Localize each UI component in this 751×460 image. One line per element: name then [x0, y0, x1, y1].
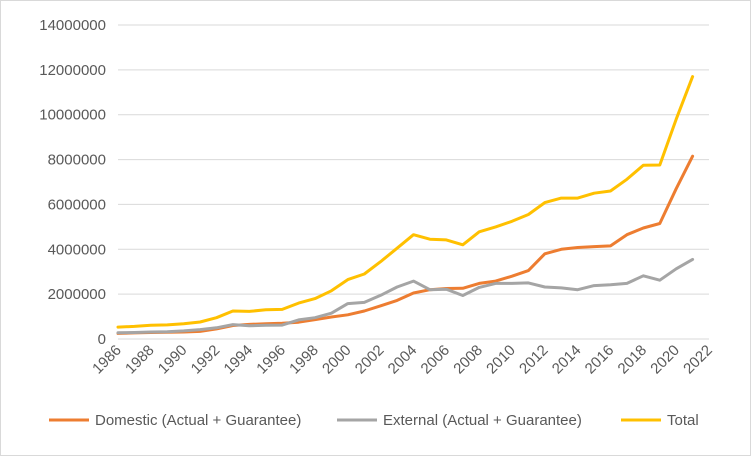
x-axis-ticks: 1986198819901992199419961998200020022004… [89, 342, 716, 378]
legend-label-total: Total [667, 412, 699, 429]
x-tick-label: 2012 [516, 342, 552, 378]
x-tick-label: 2020 [647, 342, 683, 378]
y-axis-ticks: 0 2000000 4000000 6000000 8000000 10000000 120… [39, 17, 106, 348]
x-tick-label: 1990 [155, 342, 191, 378]
x-tick-label: 1992 [188, 342, 224, 378]
x-tick-label: 2004 [385, 342, 421, 378]
x-tick-label: 1998 [286, 342, 322, 378]
y-tick-label: 2000000 [48, 286, 106, 303]
x-tick-label: 2000 [319, 342, 355, 378]
y-tick-label: 10000000 [39, 107, 106, 124]
series-line-total [116, 75, 695, 329]
y-tick-label: 14000000 [39, 17, 106, 34]
x-tick-label: 2018 [615, 342, 651, 378]
y-tick-label: 8000000 [48, 152, 106, 169]
x-tick-label: 1986 [89, 342, 125, 378]
x-tick-label: 2010 [483, 342, 519, 378]
x-tick-label: 1994 [221, 342, 257, 378]
legend: Domestic (Actual + Guarantee) External (A… [49, 412, 699, 429]
y-tick-label: 0 [98, 331, 106, 348]
series-lines [116, 75, 695, 335]
y-tick-label: 12000000 [39, 62, 106, 79]
series-line-domestic-actual-guarantee [116, 154, 695, 335]
x-tick-label: 2022 [680, 342, 716, 378]
x-tick-label: 2008 [450, 342, 486, 378]
series-line-external-actual-guarantee [116, 257, 695, 335]
legend-label-domestic-actual-guarantee: Domestic (Actual + Guarantee) [95, 412, 301, 429]
x-tick-label: 2016 [582, 342, 618, 378]
x-tick-label: 2002 [352, 342, 388, 378]
x-tick-label: 2014 [549, 342, 585, 378]
legend-label-external-actual-guarantee: External (Actual + Guarantee) [383, 412, 582, 429]
x-tick-label: 1988 [122, 342, 158, 378]
gridlines [118, 24, 709, 295]
y-tick-label: 6000000 [48, 196, 106, 213]
y-tick-label: 4000000 [48, 241, 106, 258]
x-tick-label: 2006 [418, 342, 454, 378]
x-tick-label: 1996 [253, 342, 289, 378]
